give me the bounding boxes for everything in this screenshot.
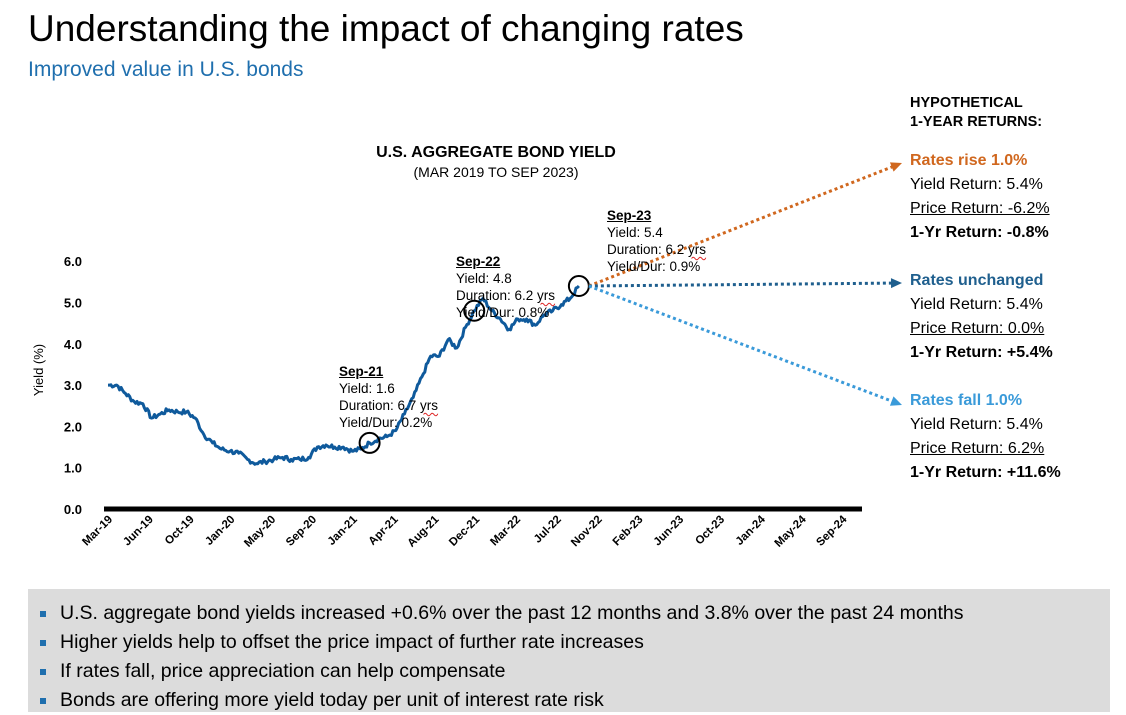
y-tick-label: 3.0 [64, 378, 82, 393]
y-tick-label: 1.0 [64, 461, 82, 476]
x-tick-label: Nov-22 [569, 514, 605, 550]
chart-subtitle: (MAR 2019 TO SEP 2023) [414, 164, 579, 180]
x-tick-label: Dec-21 [447, 513, 483, 549]
annotation-sep21-duration: Duration: 6.7 yrs [339, 398, 439, 413]
scenario-name: Rates rise 1.0% [910, 152, 1028, 169]
key-points-panel: U.S. aggregate bond yields increased +0.… [28, 589, 1110, 712]
scenario-rates-unchanged: Rates unchanged Yield Return: 5.4% Price… [910, 269, 1053, 365]
bullet-item: Higher yields help to offset the price i… [40, 628, 1110, 657]
annotation-sep22-ratio: Yield/Dur: 0.8% [456, 305, 550, 320]
returns-heading-line1: HYPOTHETICAL [910, 95, 1023, 111]
annotation-sep23: Sep-23 Yield: 5.4 Duration: 6.2 yrs Yiel… [607, 207, 706, 275]
scenario-name: Rates fall 1.0% [910, 392, 1023, 409]
y-axis-label: Yield (%) [31, 344, 46, 396]
x-tick-label: Jan-24 [734, 513, 769, 548]
x-tick-label: Jun-23 [652, 514, 687, 549]
x-tick-label: Mar-22 [488, 514, 523, 549]
annotation-sep22-heading: Sep-22 [456, 254, 501, 269]
x-tick-label: Apr-21 [366, 513, 401, 548]
x-tick-label: Mar-19 [80, 514, 115, 549]
annotation-sep23-duration: Duration: 6.2 yrs [607, 242, 707, 257]
scenario-name: Rates unchanged [910, 272, 1044, 289]
annotation-marker-sep-22 [463, 299, 486, 322]
yield-return: Yield Return: 5.4% [910, 416, 1043, 433]
y-tick-label: 4.0 [64, 337, 82, 352]
x-tick-label: Jan-21 [326, 513, 361, 548]
annotation-sep22-duration: Duration: 6.2 yrs [456, 288, 556, 303]
price-return: Price Return: 0.0% [910, 320, 1045, 337]
x-tick-label: Jan-20 [203, 514, 237, 548]
bullet-item: If rates fall, price appreciation can he… [40, 657, 1110, 686]
y-tick-label: 5.0 [64, 296, 82, 311]
annotation-marker-sep-21 [358, 431, 381, 454]
total-return: 1-Yr Return: -0.8% [910, 224, 1049, 241]
yield-return: Yield Return: 5.4% [910, 176, 1043, 193]
y-tick-label: 6.0 [64, 254, 82, 269]
arrow-rates-fall [588, 284, 896, 404]
bullet-item: U.S. aggregate bond yields increased +0.… [40, 599, 1110, 628]
annotation-sep23-heading: Sep-23 [607, 208, 652, 223]
x-tick-label: Sep-24 [814, 513, 850, 549]
total-return: 1-Yr Return: +5.4% [910, 344, 1053, 361]
scenario-rates-fall: Rates fall 1.0% Yield Return: 5.4% Price… [910, 389, 1061, 485]
total-return: 1-Yr Return: +11.6% [910, 464, 1061, 481]
returns-heading: HYPOTHETICAL 1-YEAR RETURNS: [910, 94, 1042, 132]
annotation-sep21-ratio: Yield/Dur: 0.2% [339, 415, 433, 430]
y-tick-label: 0.0 [64, 502, 82, 517]
arrowhead-rates-fall [889, 396, 902, 406]
x-tick-label: Feb-23 [611, 514, 646, 549]
yield-series-line [108, 284, 580, 466]
y-tick-label: 2.0 [64, 419, 82, 434]
x-tick-label: Sep-20 [284, 514, 319, 549]
bullet-item: Bonds are offering more yield today per … [40, 686, 1110, 715]
annotation-sep21-yield: Yield: 1.6 [339, 381, 395, 396]
page-subtitle: Improved value in U.S. bonds [28, 58, 304, 81]
arrowhead-rates-rise [889, 162, 902, 172]
x-tick-label: Aug-21 [405, 513, 441, 549]
chart-title: U.S. AGGREGATE BOND YIELD [376, 144, 616, 161]
annotation-sep21-heading: Sep-21 [339, 364, 384, 379]
x-tick-label: Oct-23 [693, 514, 727, 548]
yield-return: Yield Return: 5.4% [910, 296, 1043, 313]
annotation-sep23-yield: Yield: 5.4 [607, 225, 663, 240]
x-tick-label: Jul-22 [532, 514, 564, 546]
scenario-rates-rise: Rates rise 1.0% Yield Return: 5.4% Price… [910, 149, 1050, 245]
x-tick-label: Jun-19 [121, 514, 156, 549]
price-return: Price Return: 6.2% [910, 440, 1045, 457]
page-title: Understanding the impact of changing rat… [28, 8, 744, 49]
x-tick-label: Oct-19 [163, 514, 197, 548]
x-tick-label: May-24 [773, 513, 809, 549]
annotation-sep21: Sep-21 Yield: 1.6 Duration: 6.7 yrs Yiel… [339, 363, 438, 431]
annotation-sep23-ratio: Yield/Dur: 0.9% [607, 259, 701, 274]
returns-heading-line2: 1-YEAR RETURNS: [910, 114, 1043, 130]
arrowhead-rates-unchanged [890, 278, 902, 289]
arrow-rates-unchanged [588, 281, 895, 288]
annotation-sep22-yield: Yield: 4.8 [456, 271, 512, 286]
price-return: Price Return: -6.2% [910, 200, 1050, 217]
x-tick-label: May-20 [242, 514, 278, 550]
annotation-sep22: Sep-22 Yield: 4.8 Duration: 6.2 yrs Yiel… [456, 253, 555, 321]
arrow-rates-rise [588, 164, 896, 288]
